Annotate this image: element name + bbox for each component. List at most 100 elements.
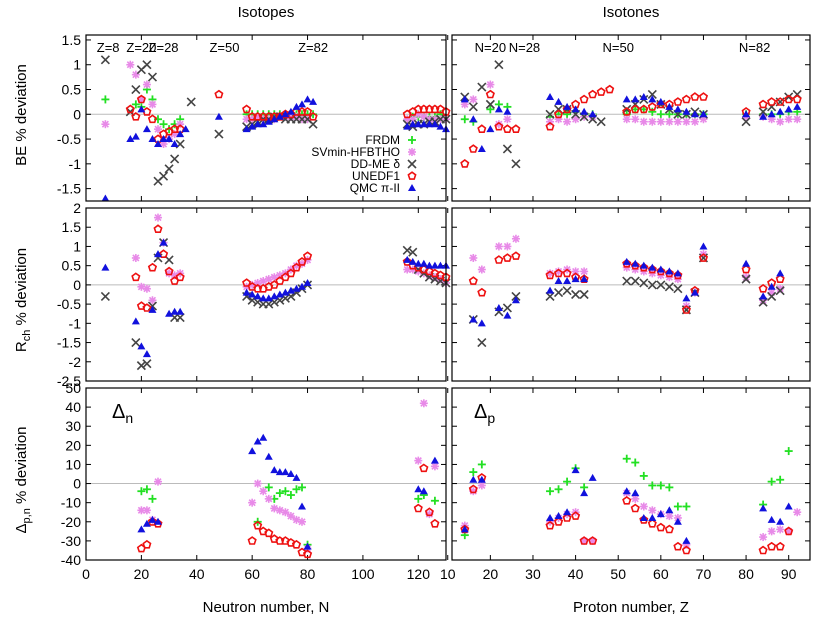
magic-number-label: N=82 [739, 40, 770, 55]
y-tick-label: 1.5 [62, 219, 82, 235]
data-point-frdm [101, 95, 110, 104]
data-point-frdm [430, 496, 439, 505]
data-point-frdm [665, 110, 674, 119]
data-point-frdm [554, 485, 563, 494]
data-point-qmc-ii [281, 288, 290, 296]
data-point-dd-me- [494, 60, 504, 70]
data-point-dd-me- [741, 274, 751, 284]
y-tick-label: 1 [73, 238, 81, 254]
x-tick-label: 100 [351, 566, 375, 582]
data-point-unedf1 [511, 124, 521, 133]
data-point-svmin-hfbtho [469, 95, 478, 104]
data-point-dd-me- [758, 107, 768, 117]
legend-label: DD-ME δ [351, 157, 401, 171]
data-point-unedf1 [767, 541, 777, 551]
data-point-qmc-ii [403, 255, 412, 263]
data-point-svmin-hfbtho [281, 508, 290, 517]
data-point-unedf1 [673, 541, 683, 551]
data-point-frdm [469, 468, 478, 477]
data-point-qmc-ii [767, 282, 776, 290]
data-point-unedf1 [664, 268, 674, 278]
data-point-unedf1 [297, 547, 307, 557]
data-point-qmc-ii [101, 194, 110, 202]
delta-n-sub: n [125, 410, 133, 426]
data-point-frdm [673, 502, 682, 511]
data-point-qmc-ii [776, 269, 785, 277]
data-point-qmc-ii [580, 489, 589, 497]
data-point-svmin-hfbtho [648, 506, 657, 515]
data-point-frdm [298, 483, 306, 492]
data-point-unedf1 [214, 89, 224, 99]
data-point-unedf1 [545, 270, 555, 280]
magic-number-label: Z=82 [298, 40, 328, 55]
data-point-svmin-hfbtho [639, 117, 648, 126]
data-point-unedf1 [242, 104, 252, 114]
x-tick-label: 20 [483, 566, 499, 582]
data-point-frdm [275, 489, 284, 498]
data-point-qmc-ii [503, 107, 512, 115]
data-point-unedf1 [656, 266, 666, 276]
data-point-dd-me- [100, 55, 110, 65]
data-point-qmc-ii [469, 315, 478, 323]
data-point-svmin-hfbtho [690, 117, 699, 126]
data-point-unedf1 [125, 104, 135, 114]
data-point-qmc-ii [126, 135, 135, 143]
data-point-unedf1 [430, 268, 440, 278]
data-point-unedf1 [477, 124, 487, 133]
data-point-unedf1 [775, 97, 785, 106]
data-point-frdm [460, 115, 469, 124]
data-point-unedf1 [664, 524, 674, 534]
data-point-frdm [622, 454, 631, 463]
data-point-unedf1 [147, 517, 158, 526]
y-tick-label: 0.5 [62, 82, 82, 98]
data-point-qmc-ii [419, 120, 428, 128]
data-point-dd-me- [622, 276, 632, 286]
data-point-svmin-hfbtho [148, 100, 157, 109]
data-point-qmc-ii [699, 110, 708, 118]
data-point-qmc-ii [176, 130, 185, 138]
delta-p-sub: p [487, 410, 495, 426]
data-point-qmc-ii [682, 294, 691, 302]
data-point-svmin-hfbtho [648, 117, 657, 126]
data-point-unedf1 [494, 121, 504, 131]
data-point-unedf1 [630, 503, 640, 513]
legend-marker [407, 159, 417, 169]
data-point-frdm [656, 110, 665, 119]
data-point-qmc-ii [259, 294, 268, 302]
data-point-frdm [137, 487, 146, 496]
data-point-unedf1 [402, 257, 412, 266]
data-point-svmin-hfbtho [656, 117, 665, 126]
x-tick-label: 90 [781, 566, 797, 582]
data-point-qmc-ii [546, 286, 555, 294]
data-point-svmin-hfbtho [259, 487, 268, 496]
y-tick-label: -0.5 [57, 296, 81, 312]
y-tick-label: -1 [69, 315, 82, 331]
data-point-svmin-hfbtho [665, 117, 674, 126]
data-point-qmc-ii [469, 475, 478, 483]
data-point-unedf1 [767, 97, 777, 106]
data-point-dd-me- [147, 72, 158, 82]
data-point-unedf1 [647, 102, 657, 111]
data-point-unedf1 [291, 539, 302, 549]
data-point-unedf1 [511, 251, 521, 260]
y-axis-label-rch-rest: % deviation [13, 248, 30, 330]
data-point-qmc-ii [631, 95, 640, 103]
data-point-unedf1 [579, 536, 589, 545]
data-point-dd-me- [630, 276, 640, 286]
data-point-qmc-ii [690, 110, 699, 118]
legend-marker [407, 171, 417, 180]
data-point-svmin-hfbtho [503, 115, 512, 124]
data-point-svmin-hfbtho [511, 234, 520, 243]
data-point-unedf1 [784, 526, 794, 536]
data-point-qmc-ii [425, 261, 434, 269]
data-point-dd-me- [579, 289, 589, 300]
data-point-qmc-ii [142, 350, 151, 358]
data-point-qmc-ii [165, 309, 174, 317]
data-point-unedf1 [142, 303, 152, 312]
data-point-svmin-hfbtho [148, 296, 157, 305]
data-point-qmc-ii [142, 519, 151, 527]
data-point-qmc-ii [759, 112, 768, 120]
data-point-qmc-ii [580, 107, 589, 115]
data-point-unedf1 [269, 534, 279, 543]
data-point-qmc-ii [101, 263, 110, 271]
